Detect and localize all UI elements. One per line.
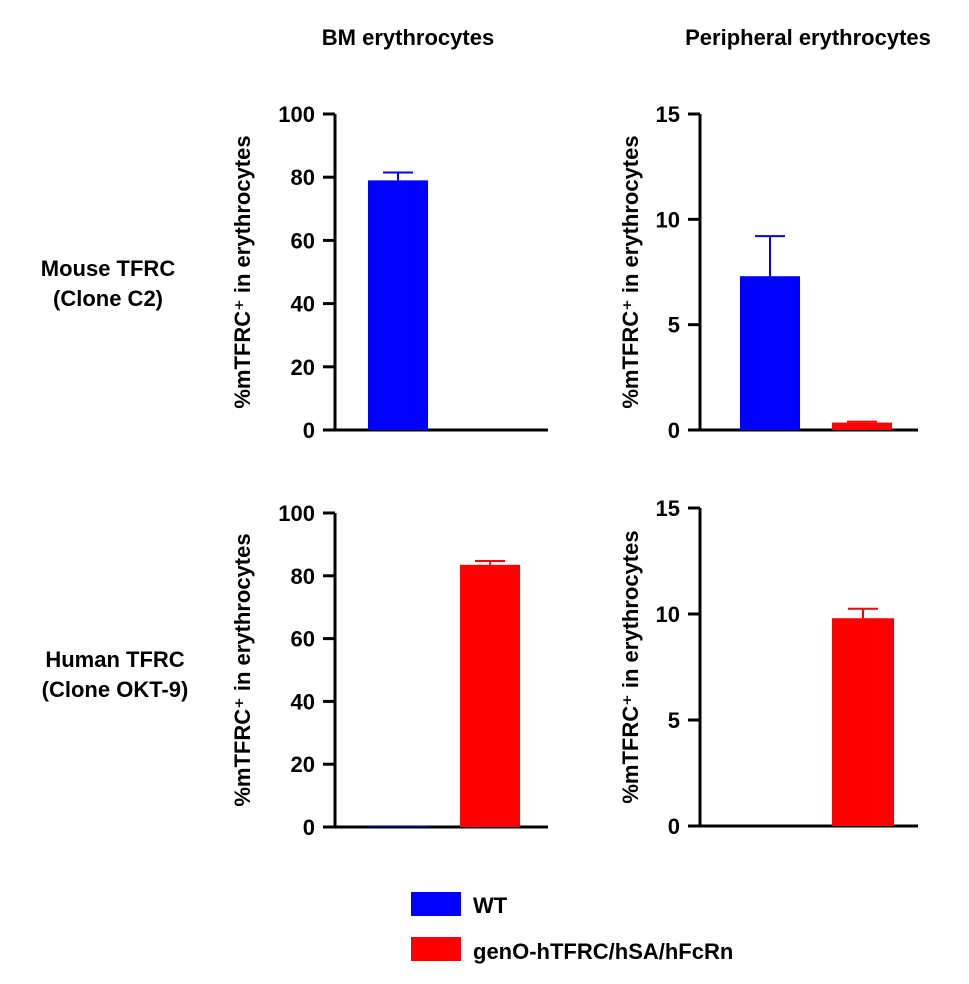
- chart-panel-2: 0 5 10 15 %mTFRC⁺ in erythrocytes: [618, 102, 918, 443]
- bar-geno: [832, 618, 894, 826]
- y-axis-label: %mTFRC⁺ in erythrocytes: [230, 533, 255, 806]
- chart-panel-3: 0 20 40 60 80 100 %mTFRC⁺ in erythrocytes: [230, 501, 548, 840]
- bar-wt: [368, 180, 428, 430]
- y-tick-label: 60: [291, 228, 315, 253]
- column-title-peripheral: Peripheral erythrocytes: [685, 25, 931, 50]
- legend: WT genO-hTFRC/hSA/hFcRn: [411, 892, 733, 964]
- y-tick-label: 80: [291, 165, 315, 190]
- bar-wt: [368, 826, 428, 827]
- legend-label-geno: genO-hTFRC/hSA/hFcRn: [473, 939, 733, 964]
- row-label-human-line1: Human TFRC: [45, 647, 184, 672]
- y-axis-label: %mTFRC⁺ in erythrocytes: [618, 135, 643, 408]
- y-tick-label: 80: [291, 564, 315, 589]
- y-tick-label: 40: [291, 689, 315, 714]
- legend-label-wt: WT: [473, 893, 508, 918]
- y-tick-label: 15: [656, 102, 680, 127]
- row-label-mouse-line1: Mouse TFRC: [41, 256, 176, 281]
- y-tick-label: 100: [278, 102, 315, 127]
- y-tick-label: 20: [291, 355, 315, 380]
- bar-wt: [740, 276, 800, 430]
- y-axis-label: %mTFRC⁺ in erythrocytes: [230, 135, 255, 408]
- y-tick-label: 5: [668, 708, 680, 733]
- row-label-mouse-line2: (Clone C2): [53, 286, 163, 311]
- y-tick-label: 0: [303, 418, 315, 443]
- legend-swatch-geno: [411, 937, 461, 961]
- y-tick-label: 60: [291, 627, 315, 652]
- chart-panel-4: 0 5 10 15 %mTFRC⁺ in erythrocytes: [618, 496, 918, 839]
- column-title-bm: BM erythrocytes: [322, 25, 494, 50]
- y-tick-label: 5: [668, 313, 680, 338]
- y-tick-label: 0: [668, 418, 680, 443]
- y-tick-label: 0: [303, 815, 315, 840]
- bar-geno: [460, 564, 520, 827]
- y-tick-label: 40: [291, 292, 315, 317]
- y-tick-label: 15: [656, 496, 680, 521]
- bar-geno: [832, 422, 892, 430]
- y-tick-label: 10: [656, 602, 680, 627]
- y-tick-label: 0: [668, 814, 680, 839]
- y-tick-label: 10: [656, 207, 680, 232]
- y-tick-label: 100: [278, 501, 315, 526]
- chart-panel-1: 0 20 40 60 80 100 %mTFRC⁺ in erythrocytes: [230, 102, 548, 443]
- y-axis-label: %mTFRC⁺ in erythrocytes: [618, 530, 643, 803]
- row-label-human-line2: (Clone OKT-9): [42, 677, 189, 702]
- legend-swatch-wt: [411, 892, 461, 916]
- y-tick-label: 20: [291, 752, 315, 777]
